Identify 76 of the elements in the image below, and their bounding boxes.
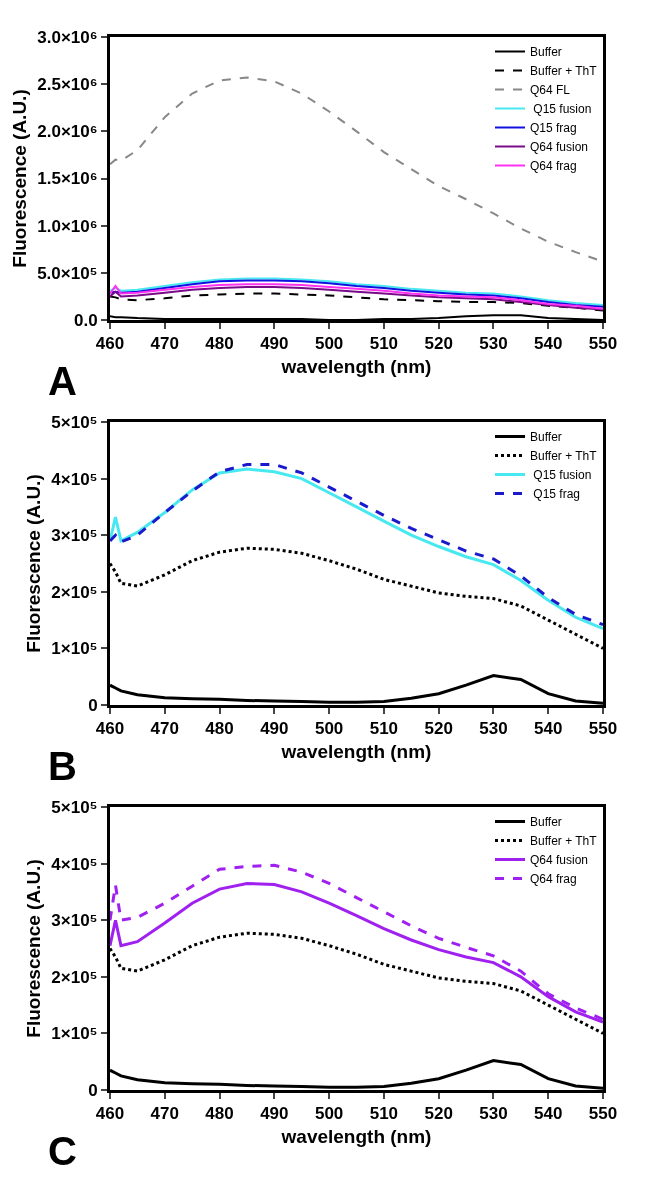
x-tick-label: 530 (479, 719, 508, 739)
y-tick-label: 4×10⁵ (51, 854, 98, 874)
y-tick-label: 2.0×10⁶ (37, 122, 98, 142)
x-axis-title: wavelength (nm) (280, 356, 432, 378)
legend-label: Buffer + ThT (530, 449, 598, 464)
legend-label: Q15 frag (530, 121, 577, 136)
y-tick-label: 5×10⁵ (51, 412, 98, 432)
x-tick-label: 530 (479, 334, 508, 354)
y-tick-label: 2.5×10⁶ (37, 75, 98, 95)
y-tick-label: 2×10⁵ (51, 582, 98, 602)
legend-label: Q64 fusion (530, 140, 589, 155)
legend-label: Buffer + ThT (530, 64, 598, 79)
legend-label: Q64 FL (530, 83, 571, 98)
x-tick-label: 540 (534, 334, 563, 354)
legend-label: Q15 fusion (530, 468, 592, 483)
legend-label: Q64 frag (530, 872, 577, 887)
x-tick-label: 510 (369, 1104, 399, 1124)
x-tick-label: 500 (314, 334, 344, 354)
x-tick-label: 530 (479, 1104, 508, 1124)
legend-label: Buffer (530, 45, 562, 60)
line-series (110, 931, 603, 1035)
x-axis-title: wavelength (nm) (280, 1126, 432, 1148)
x-tick-label: 520 (424, 1104, 453, 1124)
x-tick-label: 460 (95, 334, 125, 354)
y-tick-label: 1×10⁵ (51, 1024, 98, 1044)
text: B (48, 744, 77, 788)
x-tick-label: 480 (205, 1104, 234, 1124)
x-tick-label: 550 (588, 1104, 618, 1124)
x-tick-label: 500 (314, 719, 344, 739)
x-tick-label: 460 (95, 1104, 125, 1124)
y-tick-label: 1×10⁵ (51, 639, 98, 659)
y-axis-title: Fluorescence (A.U.) (8, 89, 30, 268)
x-tick-label: 480 (205, 719, 234, 739)
y-tick-label: 3.0×10⁶ (37, 27, 98, 47)
x-tick-label: 510 (369, 719, 399, 739)
x-tick-label: 500 (314, 1104, 344, 1124)
y-tick-label: 5.0×10⁵ (37, 263, 98, 283)
y-tick-label: 0 (88, 1080, 98, 1100)
y-tick-label: 0.0 (73, 310, 98, 330)
x-tick-label: 490 (260, 1104, 289, 1124)
y-tick-label: 3×10⁵ (51, 911, 98, 931)
text: A (48, 359, 77, 403)
x-tick-label: 510 (369, 334, 399, 354)
legend-label: Buffer + ThT (530, 834, 598, 849)
y-tick-label: 2×10⁵ (51, 967, 98, 987)
x-tick-label: 490 (260, 334, 289, 354)
line-series (110, 292, 603, 312)
y-tick-label: 1.5×10⁶ (37, 169, 98, 189)
line-series (110, 546, 603, 650)
x-tick-label: 550 (588, 334, 618, 354)
legend-label: Q15 frag (530, 487, 581, 502)
legend-label: Q64 frag (530, 159, 577, 174)
x-axis-title: wavelength (nm) (280, 741, 432, 763)
x-tick-label: 460 (95, 719, 125, 739)
x-tick-label: 550 (588, 719, 618, 739)
x-tick-label: 540 (534, 719, 563, 739)
legend-label: Q64 fusion (530, 853, 589, 868)
legend-label: Buffer (530, 815, 562, 830)
x-tick-label: 470 (150, 1104, 179, 1124)
y-tick-label: 3×10⁵ (51, 526, 98, 546)
y-tick-label: 4×10⁵ (51, 469, 98, 489)
legend-label: Buffer (530, 430, 562, 445)
y-tick-label: 5×10⁵ (51, 797, 98, 817)
x-tick-label: 480 (205, 334, 234, 354)
x-tick-label: 470 (150, 719, 179, 739)
x-tick-label: 520 (424, 334, 453, 354)
y-axis-title: Fluorescence (A.U.) (23, 859, 45, 1038)
y-axis-title: Fluorescence (A.U.) (23, 474, 45, 653)
x-tick-label: 520 (424, 719, 453, 739)
text: C (48, 1129, 77, 1173)
x-tick-label: 470 (150, 334, 179, 354)
x-tick-label: 490 (260, 719, 289, 739)
y-tick-label: 0 (88, 695, 98, 715)
y-tick-label: 1.0×10⁶ (37, 216, 98, 236)
x-tick-label: 540 (534, 1104, 563, 1124)
legend-label: Q15 fusion (530, 102, 592, 117)
